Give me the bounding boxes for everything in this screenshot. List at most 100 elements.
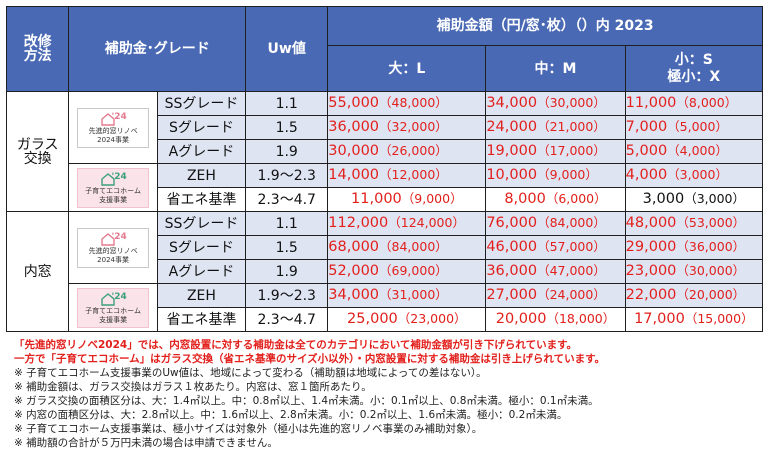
amount-2023-value: （32,000） [379,119,448,135]
logo-house-icon [101,173,116,187]
amount-2023-value: （8,000） [676,95,738,111]
header-size-l: 大：L [327,45,487,92]
logo-caption-1: 先進的窓リノベ [88,127,138,136]
logo-mark: '24 [99,171,127,187]
grade-cell: 省エネ基準 [156,307,247,332]
subsidy-table: 改修 方法 補助金･グレード Uw値 補助金額（円/窓･枚）（）内 2023 大：… [5,6,764,332]
amount-2023-value: （30,000） [537,95,606,111]
table-row: Aグレード 1.9 52,000（69,000） 36,000（47,000） 23,0… [7,259,764,284]
amount-l-cell: 30,000（26,000） [327,139,487,164]
amount-2023-value: （6,000） [545,191,607,207]
notes-section: 「先進的窓リノベ2024」では、内窓設置に対する補助金は全てのカテゴリにおいて補… [14,338,764,450]
uw-cell: 2.3～4.7 [245,307,329,332]
amount-value: 20,000 [495,311,547,328]
amount-value: 7,000 [625,119,668,136]
logo-year: '24 [111,231,127,242]
kosodate-logo-cell: '24 子育てエコホーム 支援事業 [68,283,158,332]
advanced-window-renovation-logo: '24 先進的窓リノベ 2024事業 [77,107,150,148]
amount-m-cell: 24,000（21,000） [485,115,626,140]
logo-house-icon [101,293,116,307]
amount-m-cell: 19,000（17,000） [485,139,626,164]
amount-2023-value: （26,000） [379,143,448,159]
amount-2023-value: （84,000） [537,215,606,231]
amount-value: 48,000 [625,215,677,232]
grade-cell: SSグレード [156,91,247,116]
note-6: ※ 補助額の合計が５万円未満の場合は申請できません。 [14,437,278,449]
amount-l-cell: 68,000（84,000） [327,235,487,260]
uw-cell: 1.9～2.3 [245,283,329,308]
grade-cell: Aグレード [156,259,247,284]
amount-s-cell: 17,000（15,000） [624,307,764,332]
amount-s-cell: 23,000（30,000） [624,259,764,284]
kosodate-logo-cell: '24 子育てエコホーム 支援事業 [68,163,158,212]
header-size-m: 中：M [485,45,626,92]
uw-cell: 1.5 [245,115,329,140]
kosodate-eco-home-logo: '24 子育てエコホーム 支援事業 [77,167,150,208]
amount-s-cell: 3,000（3,000） [624,187,764,212]
amount-value: 5,000 [625,143,668,160]
renovation-logo-cell: '24 先進的窓リノベ 2024事業 [68,91,158,164]
subsidy-table-container: 改修 方法 補助金･グレード Uw値 補助金額（円/窓･枚）（）内 2023 大：… [5,6,764,332]
method-line-1: 内窓 [23,263,52,280]
amount-value: 24,000 [486,119,538,136]
grade-cell: ZEH [156,163,247,188]
amount-s-cell: 29,000（36,000） [624,235,764,260]
amount-l-cell: 55,000（48,000） [327,91,487,116]
amount-2023-value: （124,000） [388,215,465,231]
amount-2023-value: （21,000） [537,119,606,135]
logo-caption-1: 子育てエコホーム [85,307,141,316]
table-row: Aグレード 1.9 30,000（26,000） 19,000（17,000） 5,00… [7,139,764,164]
logo-mark: '24 [99,231,127,247]
amount-l-cell: 34,000（31,000） [327,283,487,308]
logo-year: '24 [111,111,127,122]
note-5: ※ 子育てエコホーム支援事業は、極小サイズは対象外（極小は先進的窓リノベ事業のみ… [14,423,483,435]
amount-2023-value: （18,000） [546,311,616,327]
kosodate-eco-home-logo: '24 子育てエコホーム 支援事業 [77,287,150,328]
amount-2023-value: （30,000） [676,263,746,279]
amount-m-cell: 27,000（24,000） [485,283,626,308]
amount-2023-value: （48,000） [379,95,448,111]
amount-value: 4,000 [625,167,668,184]
grade-cell: ZEH [156,283,247,308]
amount-value: 34,000 [328,287,380,304]
table-row: 省エネ基準 2.3～4.7 25,000（23,000） 20,000（18,000）… [7,307,764,332]
table-body: ガラス 交換 '24 先進的窓リノベ 2024事業 SSグレード 1.1 55,000（48,… [5,91,764,332]
amount-2023-value: （3,000） [684,191,745,207]
header-size-s-line1: 小：S [674,51,713,68]
amount-value: 22,000 [625,287,677,304]
amount-2023-value: （47,000） [537,263,606,279]
amount-value: 27,000 [486,287,538,304]
logo-house-icon [101,113,116,127]
amount-m-cell: 76,000（84,000） [485,211,626,236]
header-method-line2: 方法 [23,48,52,64]
amount-value: 46,000 [486,239,538,256]
logo-mark: '24 [99,291,127,307]
table-row: '24 子育てエコホーム 支援事業 ZEH 1.9～2.3 14,000（12,000） 1… [7,163,764,212]
header-subsidy-grade: 補助金･グレード [68,6,247,92]
grade-cell: Sグレード [156,235,247,260]
note-2: ※ 補助金額は、ガラス交換はガラス１枚あたり。内窓は、窓１箇所あたり。 [14,381,372,393]
amount-value: 10,000 [486,167,538,184]
header-amount-title: 補助金額（円/窓･枚）（）内 2023 [327,6,763,46]
amount-2023-value: （84,000） [379,239,448,255]
table-row: Sグレード 1.5 36,000（32,000） 24,000（21,000） 7,00… [7,115,764,140]
amount-l-cell: 11,000（9,000） [327,187,487,212]
amount-2023-value: （23,000） [397,311,467,327]
amount-s-cell: 4,000（3,000） [624,163,764,188]
table-row: 内窓 '24 先進的窓リノベ 2024事業 SSグレード 1.1 112,000（124,0… [5,211,764,332]
amount-2023-value: （24,000） [537,287,606,303]
amount-s-cell: 11,000（8,000） [624,91,764,116]
amount-value: 34,000 [486,95,538,112]
amount-2023-value: （31,000） [379,287,448,303]
amount-l-cell: 36,000（32,000） [327,115,487,140]
table-row: Sグレード 1.5 68,000（84,000） 46,000（57,000） 29,0… [7,235,764,260]
amount-value: 8,000 [504,191,546,208]
amount-l-cell: 25,000（23,000） [327,307,487,332]
amount-s-cell: 48,000（53,000） [624,211,764,236]
note-red-2: 一方で「子育てエコホーム」はガラス交換（省エネ基準のサイズ小以外）・内窓設置に対… [14,353,606,365]
note-1: ※ 子育てエコホーム支援事業のUw値は、地域によって変わる（補助額は地域によって… [14,367,487,379]
method-line-2: 交換 [23,150,52,167]
amount-2023-value: （17,000） [537,143,606,159]
uw-cell: 1.9 [245,139,329,164]
amount-2023-value: （9,000） [537,167,598,183]
